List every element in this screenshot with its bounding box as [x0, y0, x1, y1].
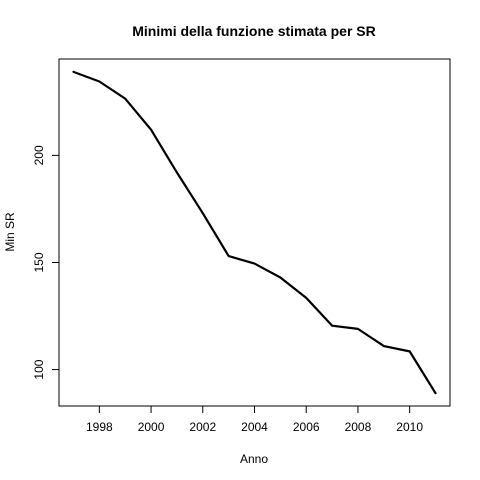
- x-tick-label: 1998: [86, 420, 113, 434]
- chart-title: Minimi della funzione stimata per SR: [132, 23, 375, 39]
- x-axis-label: Anno: [240, 452, 268, 466]
- x-tick-label: 2010: [396, 420, 423, 434]
- x-tick-label: 2000: [138, 420, 165, 434]
- x-axis: 1998 2000 2002 2004 2006 2008 2010: [86, 405, 423, 434]
- y-axis: 100 150 200: [32, 145, 60, 380]
- x-tick-label: 2006: [293, 420, 320, 434]
- series-layer: [72, 70, 437, 395]
- plot-area-border: [58, 58, 451, 407]
- x-tick-label: 2008: [345, 420, 372, 434]
- y-tick-label: 100: [32, 359, 46, 379]
- x-tick-label: 2004: [241, 420, 268, 434]
- y-tick-label: 150: [32, 252, 46, 272]
- x-tick-label: 2002: [189, 420, 216, 434]
- y-tick-label: 200: [32, 145, 46, 165]
- y-axis-label: Min SR: [3, 212, 17, 252]
- series-line: [72, 70, 437, 395]
